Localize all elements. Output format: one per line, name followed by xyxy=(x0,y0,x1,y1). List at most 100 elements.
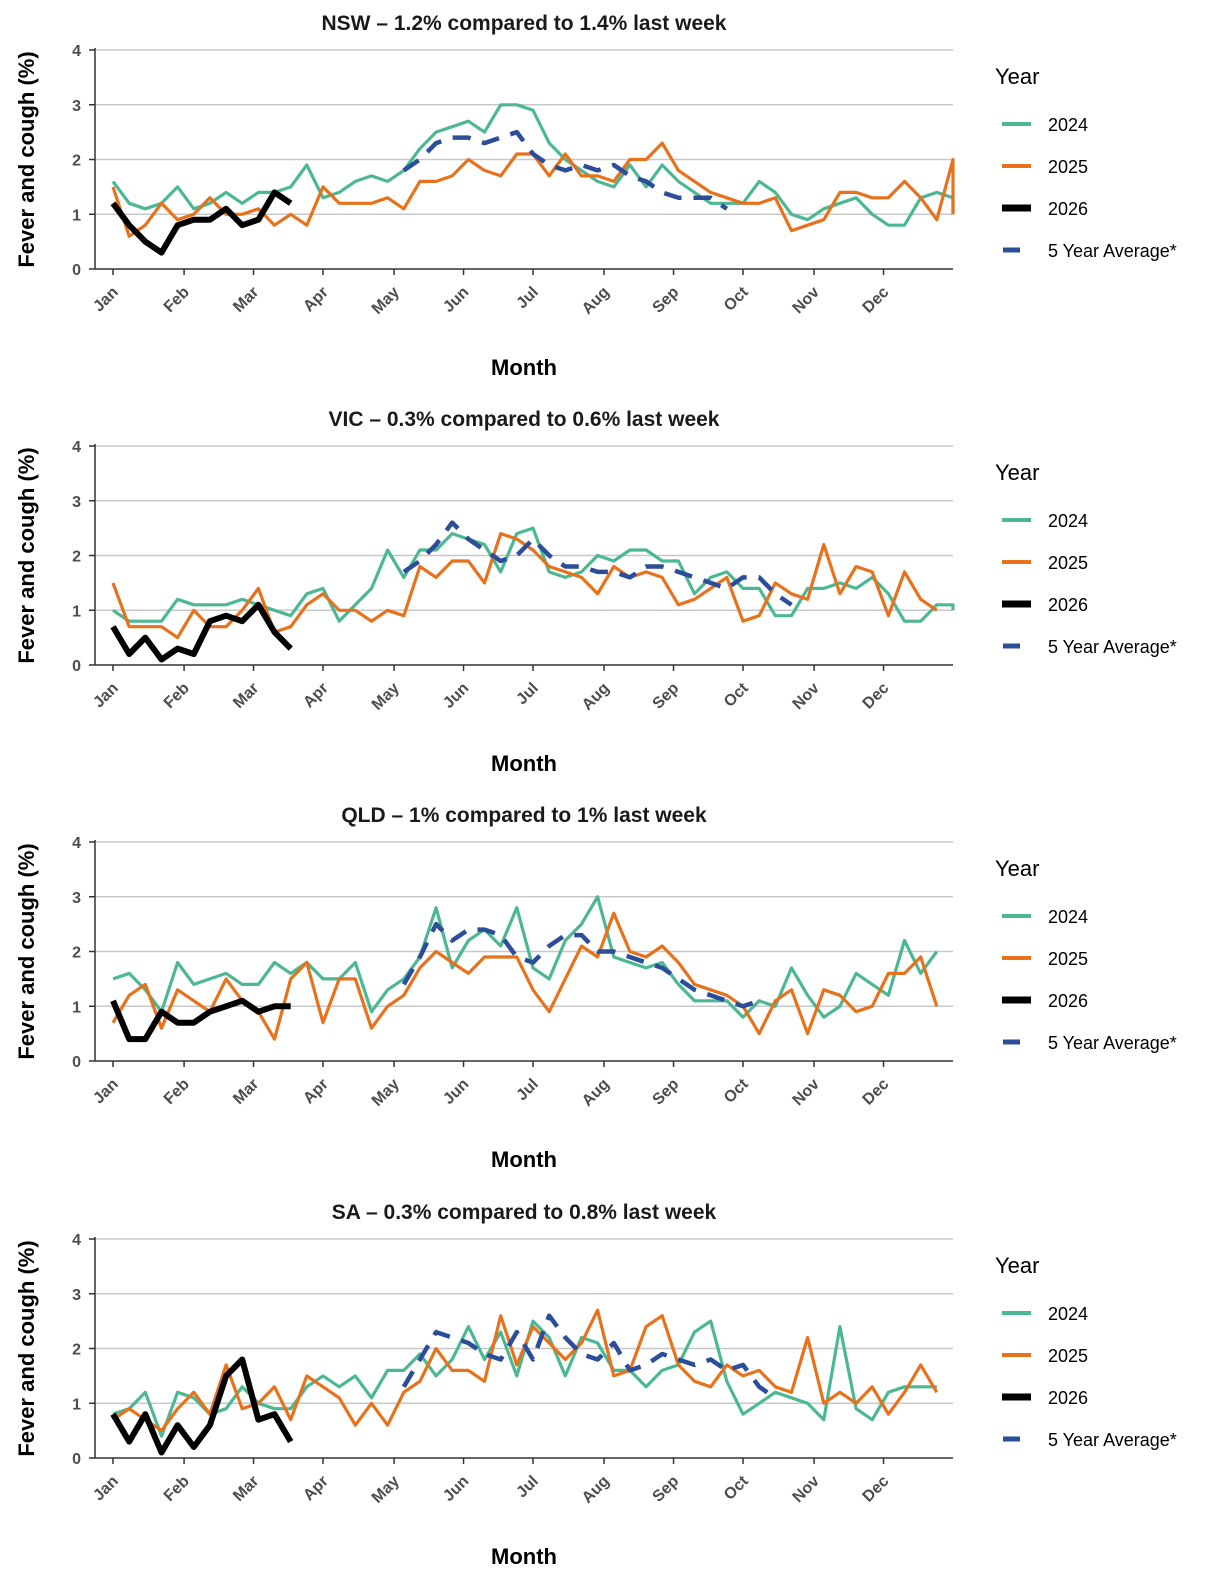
legend-title: Year xyxy=(995,64,1039,89)
y-tick-label: 0 xyxy=(72,1451,81,1468)
series-line-2024 xyxy=(112,1319,937,1438)
legend-item-label: 2026 xyxy=(1048,595,1088,615)
x-tick-label: Nov xyxy=(790,1076,823,1109)
x-tick-label: Mar xyxy=(230,1473,262,1505)
chart-panel-0: NSW – 1.2% compared to 1.4% last week 0 1 2… xyxy=(14,12,1177,380)
chart-title: VIC – 0.3% compared to 0.6% last week xyxy=(328,408,719,431)
series-line-2026 xyxy=(110,601,293,663)
legend-title: Year xyxy=(995,1253,1039,1278)
legend-item-label: 2024 xyxy=(1048,115,1088,135)
y-tick-label: 0 xyxy=(72,658,81,675)
series-line-2024 xyxy=(112,895,939,1019)
x-tick-label: May xyxy=(369,284,403,318)
legend: Year 2024 2025 2026 5 Year Average* xyxy=(995,460,1177,657)
series-line-2025 xyxy=(112,1308,939,1433)
x-tick-label: Aug xyxy=(579,1473,613,1507)
x-tick-label: Dec xyxy=(860,680,893,713)
x-tick-label: Apr xyxy=(300,680,332,712)
y-tick-label: 2 xyxy=(72,945,81,962)
x-tick-label: Feb xyxy=(161,680,193,712)
legend-item-label: 5 Year Average* xyxy=(1048,1033,1177,1053)
x-tick-label: Jan xyxy=(90,1076,122,1108)
y-tick-label: 1 xyxy=(72,1396,81,1413)
y-axis-label: Fever and cough (%) xyxy=(14,51,39,267)
series-line-5-year-average xyxy=(401,1313,777,1400)
chart-title: NSW – 1.2% compared to 1.4% last week xyxy=(322,12,727,35)
y-tick-label: 0 xyxy=(72,1054,81,1071)
y-axis-label: Fever and cough (%) xyxy=(14,447,39,663)
x-tick-label: May xyxy=(369,1076,403,1110)
x-axis-label: Month xyxy=(491,1147,557,1172)
y-tick-label: 2 xyxy=(72,549,81,566)
x-tick-label: Oct xyxy=(721,1075,752,1106)
series-line-5-year-average xyxy=(402,129,729,211)
legend-item-label: 2026 xyxy=(1048,1388,1088,1408)
x-tick-label: Apr xyxy=(300,284,332,316)
x-tick-label: Feb xyxy=(161,1473,193,1505)
x-tick-label: Oct xyxy=(721,1472,752,1503)
x-tick-label: Jan xyxy=(90,284,122,316)
x-tick-label: May xyxy=(369,1473,403,1507)
series-line-2026 xyxy=(110,997,291,1043)
y-tick-label: 1 xyxy=(72,603,81,620)
y-tick-label: 0 xyxy=(72,262,81,279)
chart-title: QLD – 1% compared to 1% last week xyxy=(341,804,707,827)
x-tick-label: Jun xyxy=(440,284,472,316)
legend-item-label: 2024 xyxy=(1048,907,1088,927)
series-line-2024 xyxy=(111,103,955,227)
x-tick-label: Mar xyxy=(230,284,262,316)
legend: Year 2024 2025 2026 5 Year Average* xyxy=(995,64,1177,261)
x-tick-label: Dec xyxy=(860,1076,893,1109)
chart-panel-2: QLD – 1% compared to 1% last week 0 1 2 3 4 Ja… xyxy=(14,804,1177,1172)
legend-item-label: 2025 xyxy=(1048,949,1088,969)
x-tick-label: Mar xyxy=(230,1076,262,1108)
series-line-5-year-average xyxy=(402,520,793,607)
x-tick-label: Jun xyxy=(440,680,472,712)
legend-item-label: 5 Year Average* xyxy=(1048,241,1177,261)
y-tick-label: 1 xyxy=(72,999,81,1016)
y-tick-label: 3 xyxy=(72,494,81,511)
x-tick-label: Aug xyxy=(579,1076,613,1110)
y-axis-label: Fever and cough (%) xyxy=(14,1240,39,1456)
x-tick-label: Oct xyxy=(721,283,752,314)
x-tick-label: Jan xyxy=(90,1473,122,1505)
series-line-2025 xyxy=(111,141,955,238)
x-tick-label: Jul xyxy=(513,284,541,312)
y-tick-label: 3 xyxy=(72,890,81,907)
y-tick-label: 4 xyxy=(72,835,81,852)
x-axis-label: Month xyxy=(491,1544,557,1569)
x-tick-label: Mar xyxy=(230,680,262,712)
series-line-5-year-average xyxy=(401,921,760,1009)
y-tick-label: 4 xyxy=(72,1232,81,1249)
legend-title: Year xyxy=(995,856,1039,881)
y-tick-label: 1 xyxy=(72,207,81,224)
y-tick-label: 4 xyxy=(72,43,81,60)
x-tick-label: Nov xyxy=(790,1473,823,1506)
x-tick-label: Jul xyxy=(513,1473,541,1501)
x-tick-label: Feb xyxy=(161,1076,193,1108)
x-tick-label: Nov xyxy=(790,284,823,317)
x-tick-label: Jun xyxy=(440,1473,472,1505)
legend-item-label: 5 Year Average* xyxy=(1048,1430,1177,1450)
x-tick-label: Jun xyxy=(440,1076,472,1108)
x-tick-label: Sep xyxy=(650,680,683,713)
x-tick-label: Sep xyxy=(650,1473,683,1506)
legend-item-label: 2025 xyxy=(1048,1346,1088,1366)
legend-title: Year xyxy=(995,460,1039,485)
legend: Year 2024 2025 2026 5 Year Average* xyxy=(995,1253,1177,1450)
x-axis-label: Month xyxy=(491,355,557,380)
y-tick-label: 2 xyxy=(72,1342,81,1359)
series-line-2026 xyxy=(110,189,293,256)
series-line-2024 xyxy=(112,526,955,623)
y-axis-label: Fever and cough (%) xyxy=(14,843,39,1059)
chart-panel-1: VIC – 0.3% compared to 0.6% last week 0 1 2… xyxy=(14,408,1177,776)
x-tick-label: Sep xyxy=(650,284,683,317)
x-tick-label: Apr xyxy=(300,1076,332,1108)
y-tick-label: 3 xyxy=(72,98,81,115)
legend-item-label: 2024 xyxy=(1048,511,1088,531)
x-tick-label: Jul xyxy=(513,1076,541,1104)
x-tick-label: Nov xyxy=(790,680,823,713)
x-tick-label: May xyxy=(369,680,403,714)
